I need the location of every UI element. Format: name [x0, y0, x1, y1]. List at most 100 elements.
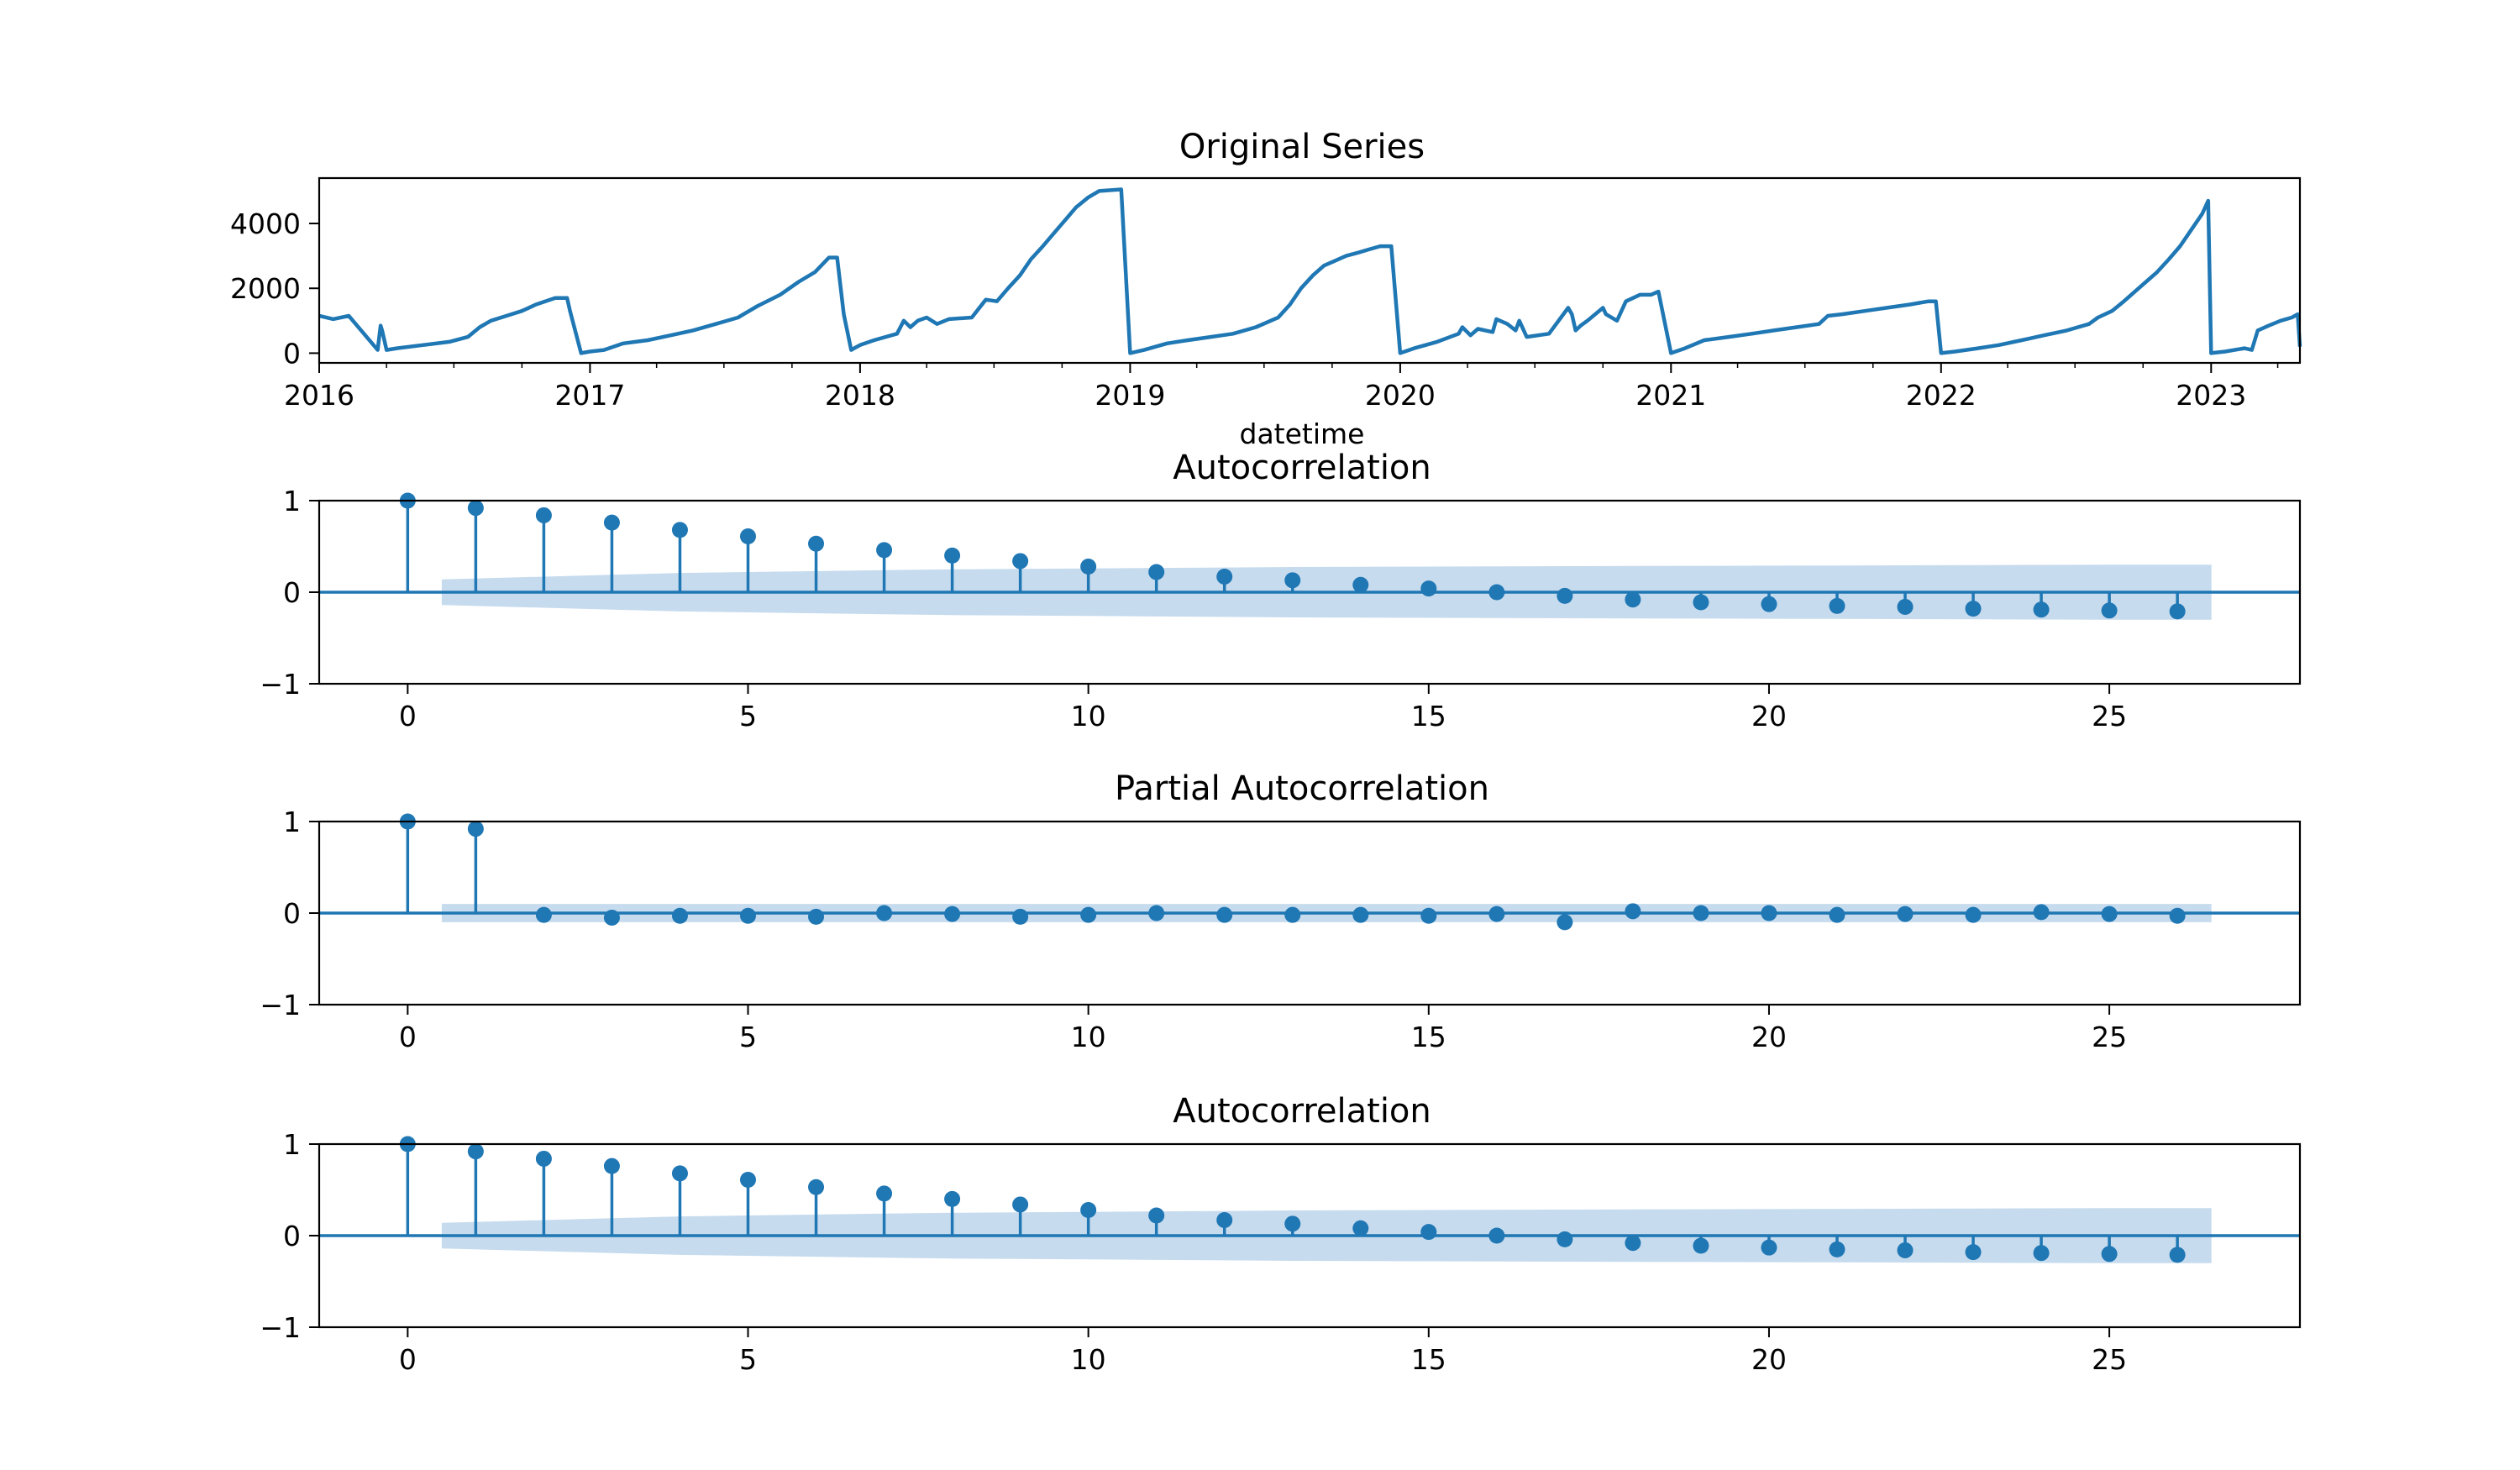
- x-tick-label: 0: [399, 1343, 417, 1376]
- stem-marker: [1761, 905, 1777, 921]
- y-tick-label: 0: [283, 337, 301, 370]
- stem-marker: [1420, 580, 1437, 597]
- y-tick-label: 0: [283, 576, 301, 609]
- panel-title: Autocorrelation: [1173, 1092, 1431, 1131]
- y-tick-label: 0: [283, 1220, 301, 1252]
- stem-marker: [1897, 906, 1914, 922]
- x-tick-label: 15: [1411, 1343, 1446, 1376]
- x-tick-label: 5: [739, 1021, 757, 1053]
- x-axis-label: datetime: [1240, 417, 1365, 450]
- stem-marker: [2169, 603, 2186, 620]
- stem-marker: [1080, 1201, 1097, 1218]
- x-tick-label: 2016: [284, 379, 354, 412]
- x-tick-label: 20: [1751, 1343, 1787, 1376]
- stem-marker: [2169, 907, 2186, 924]
- x-tick-label: 10: [1071, 700, 1106, 732]
- stem-marker: [1284, 572, 1301, 589]
- stem-marker: [1693, 905, 1709, 921]
- stem-marker: [467, 821, 484, 837]
- x-tick-label: 25: [2092, 1343, 2127, 1376]
- x-tick-label: 15: [1411, 700, 1446, 732]
- stem-marker: [2033, 1245, 2050, 1262]
- stem-marker: [2101, 906, 2118, 922]
- y-tick-label: −1: [260, 668, 301, 701]
- y-tick-label: 1: [283, 1128, 301, 1161]
- stem-marker: [535, 507, 552, 523]
- x-tick-label: 0: [399, 700, 417, 732]
- stem-marker: [535, 1150, 552, 1167]
- y-tick-label: 1: [283, 806, 301, 838]
- x-tick-label: 10: [1071, 1021, 1106, 1053]
- stem-marker: [603, 909, 620, 926]
- stem-marker: [467, 1143, 484, 1160]
- stem-marker: [1420, 1224, 1437, 1241]
- y-tick-label: 0: [283, 897, 301, 930]
- stem-marker: [1557, 1231, 1573, 1247]
- stem-marker: [1420, 907, 1437, 924]
- x-tick-label: 2022: [1906, 379, 1977, 412]
- stem-marker: [808, 908, 825, 925]
- stem-marker: [1557, 587, 1573, 604]
- stem-marker: [944, 906, 961, 922]
- stem-marker: [876, 905, 893, 921]
- stem-marker: [1829, 906, 1845, 923]
- x-tick-label: 10: [1071, 1343, 1106, 1376]
- stem-marker: [603, 514, 620, 531]
- stem-marker: [1625, 1235, 1641, 1252]
- x-tick-label: 2019: [1095, 379, 1165, 412]
- stem-marker: [2169, 1247, 2186, 1263]
- stem-marker: [808, 535, 825, 552]
- stem-marker: [1080, 558, 1097, 575]
- x-tick-label: 5: [739, 1343, 757, 1376]
- x-tick-label: 2021: [1635, 379, 1706, 412]
- stem-marker: [739, 1172, 756, 1189]
- stem-marker: [739, 528, 756, 545]
- stem-marker: [1829, 597, 1845, 614]
- panel-title: Original Series: [1179, 128, 1425, 166]
- stem-marker: [1965, 906, 1982, 923]
- original-series-panel: Original Series datetime 0 2000 4000 2016 20…: [230, 128, 2302, 450]
- stem-marker: [1352, 906, 1369, 923]
- stem-marker: [1761, 1239, 1777, 1256]
- stem-marker: [1761, 596, 1777, 612]
- stem-marker: [808, 1179, 825, 1195]
- stem-marker: [1216, 1211, 1233, 1228]
- stem-marker: [1080, 906, 1097, 923]
- stem-marker: [1148, 564, 1165, 580]
- stem-marker: [1012, 1196, 1029, 1213]
- x-tick-label: 25: [2092, 1021, 2127, 1053]
- stem-marker: [1012, 908, 1029, 925]
- y-tick-label: −1: [260, 989, 301, 1021]
- x-tick-label: 2017: [554, 379, 625, 412]
- stem-marker: [1829, 1241, 1845, 1257]
- stem-marker: [671, 1165, 688, 1182]
- plot-frame: [318, 176, 2302, 365]
- stem-marker: [1693, 1237, 1709, 1254]
- x-tick-label: 25: [2092, 700, 2127, 732]
- stem-marker: [467, 500, 484, 517]
- stem-marker: [1897, 1242, 1914, 1258]
- stem-marker: [1352, 576, 1369, 593]
- stem-marker: [1148, 905, 1165, 921]
- stem-marker: [944, 547, 961, 564]
- stem-marker: [1216, 906, 1233, 923]
- stem-marker: [739, 907, 756, 924]
- stem-marker: [2033, 601, 2050, 618]
- y-tick-label: 1: [283, 485, 301, 517]
- series-line: [318, 187, 2302, 355]
- x-tick-label: 15: [1411, 1021, 1446, 1053]
- stem-marker: [1488, 906, 1505, 922]
- stem-marker: [1965, 601, 1982, 617]
- stem-marker: [876, 1185, 893, 1202]
- stem-marker: [2101, 602, 2118, 619]
- stem-marker: [876, 542, 893, 559]
- panel-title: Autocorrelation: [1173, 449, 1431, 487]
- stem-marker: [1557, 914, 1573, 931]
- stem-marker: [1897, 598, 1914, 615]
- stem-marker: [1284, 906, 1301, 923]
- stem-marker: [1965, 1244, 1982, 1261]
- panel-title: Partial Autocorrelation: [1115, 769, 1489, 808]
